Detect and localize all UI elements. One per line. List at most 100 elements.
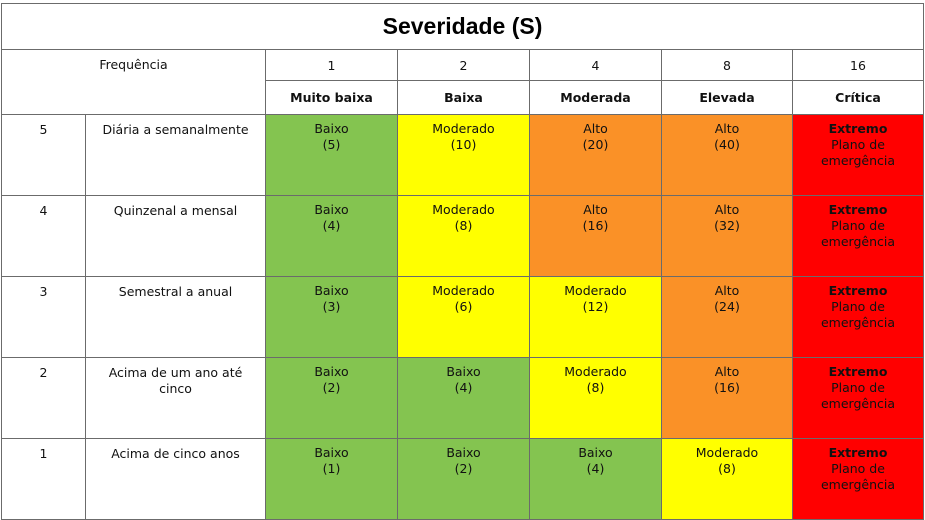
table-row: 4 Quinzenal a mensal Baixo (4) Moderado (8… xyxy=(1,195,925,277)
risk-level: Moderado xyxy=(564,283,627,298)
risk-score: (10) xyxy=(450,137,477,152)
risk-plan: Plano de emergência xyxy=(820,218,896,249)
risk-score: (4) xyxy=(322,218,341,233)
risk-cell: Alto (24) xyxy=(661,276,793,358)
risk-score: (2) xyxy=(322,380,341,395)
risk-level: Baixo xyxy=(314,445,349,460)
risk-score: (12) xyxy=(582,299,609,314)
risk-score: (3) xyxy=(322,299,341,314)
risk-score: (6) xyxy=(454,299,473,314)
risk-level: Baixo xyxy=(314,283,349,298)
risk-cell: Baixo (5) xyxy=(265,114,398,196)
risk-cell: Baixo (4) xyxy=(265,195,398,277)
frequency-value: 2 xyxy=(1,357,86,439)
risk-score: (8) xyxy=(586,380,605,395)
frequency-value: 1 xyxy=(1,438,86,520)
risk-cell: Extremo Plano de emergência xyxy=(791,276,925,358)
risk-cell: Extremo Plano de emergência xyxy=(791,114,925,196)
frequency-description: Semestral a anual xyxy=(85,276,266,358)
risk-cell: Extremo Plano de emergência xyxy=(791,357,925,439)
risk-level: Baixo xyxy=(446,364,481,379)
risk-score: (16) xyxy=(582,218,609,233)
risk-level: Extremo xyxy=(828,283,888,298)
risk-level: Baixo xyxy=(578,445,613,460)
page-title: Severidade (S) xyxy=(0,3,925,50)
table-row: 2 Acima de um ano até cinco Baixo (2) Bai… xyxy=(1,357,925,439)
risk-score: (5) xyxy=(322,137,341,152)
severity-value: 16 xyxy=(791,49,925,81)
frequency-description: Acima de cinco anos xyxy=(85,438,266,520)
risk-level: Baixo xyxy=(314,121,349,136)
risk-plan: Plano de emergência xyxy=(820,461,896,492)
risk-level: Alto xyxy=(714,121,740,136)
risk-level: Extremo xyxy=(828,445,888,460)
table-row: 5 Diária a semanalmente Baixo (5) Moderad… xyxy=(1,114,925,196)
risk-plan: Plano de emergência xyxy=(820,137,896,168)
table-row: 3 Semestral a anual Baixo (3) Moderado (6)… xyxy=(1,276,925,358)
severity-label: Muito baixa xyxy=(265,80,398,115)
risk-plan: Plano de emergência xyxy=(820,299,896,330)
severity-value: 2 xyxy=(397,49,530,81)
frequency-description: Diária a semanalmente xyxy=(85,114,266,196)
risk-cell: Baixo (3) xyxy=(265,276,398,358)
risk-cell: Baixo (4) xyxy=(397,357,530,439)
severity-number-row: Frequência 1 2 4 8 16 xyxy=(1,49,925,115)
risk-cell: Moderado (8) xyxy=(529,357,662,439)
risk-cell: Alto (16) xyxy=(529,195,662,277)
risk-cell: Extremo Plano de emergência xyxy=(791,438,925,520)
frequency-description: Quinzenal a mensal xyxy=(85,195,266,277)
risk-level: Baixo xyxy=(446,445,481,460)
risk-score: (40) xyxy=(714,137,740,152)
severity-label-row: Muito baixa Baixa Moderada Elevada Críti… xyxy=(2,80,925,115)
risk-level: Alto xyxy=(714,364,740,379)
risk-score: (32) xyxy=(714,218,740,233)
frequency-value: 3 xyxy=(1,276,86,358)
risk-cell: Alto (20) xyxy=(529,114,662,196)
risk-level: Baixo xyxy=(314,202,349,217)
risk-level: Moderado xyxy=(564,364,627,379)
risk-level: Alto xyxy=(714,202,740,217)
risk-score: (24) xyxy=(714,299,740,314)
risk-level: Extremo xyxy=(828,202,888,217)
risk-plan: Plano de emergência xyxy=(820,380,896,411)
risk-level: Extremo xyxy=(828,364,888,379)
risk-level: Alto xyxy=(714,283,740,298)
risk-cell: Baixo (2) xyxy=(397,438,530,520)
risk-score: (4) xyxy=(454,380,473,395)
risk-score: (8) xyxy=(454,218,473,233)
risk-cell: Moderado (12) xyxy=(529,276,662,358)
frequency-value: 4 xyxy=(1,195,86,277)
risk-level: Moderado xyxy=(432,283,495,298)
risk-cell: Moderado (8) xyxy=(397,195,530,277)
frequency-value: 5 xyxy=(1,114,86,196)
risk-score: (2) xyxy=(454,461,473,476)
risk-cell: Alto (40) xyxy=(661,114,793,196)
table-row: 1 Acima de cinco anos Baixo (1) Baixo (2) … xyxy=(1,438,925,520)
risk-score: (16) xyxy=(714,380,740,395)
severity-value: 4 xyxy=(529,49,662,81)
risk-cell: Baixo (1) xyxy=(265,438,398,520)
risk-cell: Extremo Plano de emergência xyxy=(791,195,925,277)
risk-cell: Baixo (4) xyxy=(529,438,662,520)
risk-level: Baixo xyxy=(314,364,349,379)
frequency-header: Frequência xyxy=(1,49,266,115)
risk-level: Moderado xyxy=(432,202,495,217)
severity-value: 1 xyxy=(265,49,398,81)
severity-value: 8 xyxy=(661,49,793,81)
risk-matrix-table: Severidade (S) Frequência 1 2 4 8 16 Mui… xyxy=(0,3,925,520)
risk-level: Moderado xyxy=(695,445,759,460)
severity-label: Moderada xyxy=(529,80,662,115)
risk-score: (8) xyxy=(718,461,736,476)
severity-label: Baixa xyxy=(397,80,530,115)
risk-level: Alto xyxy=(583,121,608,136)
risk-level: Moderado xyxy=(432,121,495,136)
severity-label: Crítica xyxy=(791,80,925,115)
risk-score: (1) xyxy=(322,461,341,476)
risk-cell: Moderado (6) xyxy=(397,276,530,358)
risk-cell: Moderado (10) xyxy=(397,114,530,196)
risk-score: (4) xyxy=(586,461,605,476)
severity-label: Elevada xyxy=(661,80,793,115)
risk-level: Alto xyxy=(583,202,608,217)
title-row: Severidade (S) xyxy=(0,3,925,50)
risk-cell: Baixo (2) xyxy=(265,357,398,439)
